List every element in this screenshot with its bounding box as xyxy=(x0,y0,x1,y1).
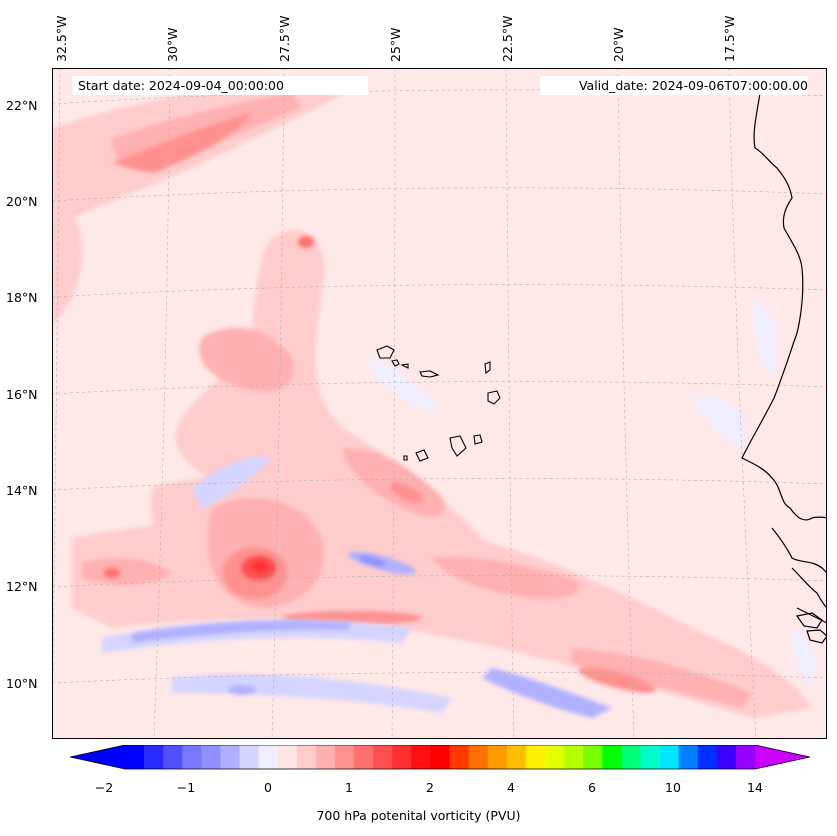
colorbar-segment xyxy=(201,745,221,769)
colorbar-segment xyxy=(506,745,527,769)
colorbar-segment xyxy=(354,745,374,769)
lon-label-27-5w: 27.5°W xyxy=(277,15,292,62)
colorbar-tick-0: −2 xyxy=(94,780,114,795)
colorbar-segment xyxy=(545,745,565,769)
lon-label-20w: 20°W xyxy=(611,27,626,62)
lat-label-20n: 20°N xyxy=(6,194,38,209)
colorbar-segment xyxy=(335,745,355,769)
valid-date-label: Valid_date: 2024-09-06T07:00:00.00 xyxy=(540,76,808,95)
lat-label-22n: 22°N xyxy=(6,98,38,113)
colorbar-segment xyxy=(296,745,317,769)
lat-label-10n: 10°N xyxy=(6,676,38,691)
colorbar-tick-1: −1 xyxy=(176,780,196,795)
colorbar-tick-8: 14 xyxy=(747,780,763,795)
cape-verde-islands xyxy=(376,345,501,462)
colorbar-segment xyxy=(411,745,431,769)
colorbar-over-arrow xyxy=(755,745,810,769)
colorbar-segment xyxy=(583,745,603,769)
lon-label-30w: 30°W xyxy=(165,27,180,62)
colorbar-segment xyxy=(392,745,412,769)
colorbar-segment xyxy=(220,745,241,769)
colorbar-tick-3: 1 xyxy=(345,780,353,795)
colorbar-segment xyxy=(697,745,718,769)
lat-label-18n: 18°N xyxy=(6,290,38,305)
colorbar-segment xyxy=(239,745,260,769)
lat-label-14n: 14°N xyxy=(6,483,38,498)
colorbar-segment xyxy=(735,745,756,769)
colorbar xyxy=(70,745,810,770)
colorbar-segment xyxy=(716,745,737,769)
map-frame xyxy=(52,68,827,739)
colorbar-segment xyxy=(449,745,470,769)
colorbar-tick-6: 6 xyxy=(588,780,596,795)
lat-label-12n: 12°N xyxy=(6,579,38,594)
colorbar-segment xyxy=(621,745,641,769)
colorbar-segment xyxy=(373,745,393,769)
colorbar-title: 700 hPa potenital vorticity (PVU) xyxy=(316,808,521,823)
colorbar-segment xyxy=(277,745,298,769)
coastline xyxy=(741,92,827,644)
start-date-label: Start date: 2024-09-04_00:00:00 xyxy=(72,76,368,95)
colorbar-segment xyxy=(125,745,145,769)
colorbar-tick-7: 10 xyxy=(665,780,681,795)
colorbar-segment xyxy=(430,745,451,769)
lon-label-32-5w: 32.5°W xyxy=(54,15,69,62)
colorbar-segment xyxy=(315,745,336,769)
colorbar-segment xyxy=(258,745,279,769)
colorbar-segment xyxy=(564,745,584,769)
colorbar-segment xyxy=(163,745,183,769)
colorbar-segment xyxy=(640,745,661,769)
colorbar-segment xyxy=(182,745,202,769)
lat-label-16n: 16°N xyxy=(6,387,38,402)
colorbar-segment xyxy=(144,745,164,769)
map-gridlines xyxy=(52,68,827,739)
pv-field-map xyxy=(52,68,827,739)
colorbar-segment xyxy=(468,745,489,769)
colorbar-under-arrow xyxy=(70,745,125,769)
lon-label-17-5w: 17.5°W xyxy=(722,15,737,62)
colorbar-tick-4: 2 xyxy=(426,780,434,795)
colorbar-segment xyxy=(525,745,546,769)
colorbar-segment xyxy=(659,745,680,769)
colorbar-segment xyxy=(487,745,508,769)
lon-label-25w: 25°W xyxy=(388,27,403,62)
colorbar-tick-5: 4 xyxy=(507,780,515,795)
colorbar-outline xyxy=(70,745,810,770)
map-panel xyxy=(52,68,827,739)
colorbar-segment xyxy=(678,745,699,769)
lon-label-22-5w: 22.5°W xyxy=(500,15,515,62)
colorbar-segment xyxy=(602,745,622,769)
pv-contours-negative xyxy=(102,298,816,718)
colorbar-tick-2: 0 xyxy=(264,780,272,795)
